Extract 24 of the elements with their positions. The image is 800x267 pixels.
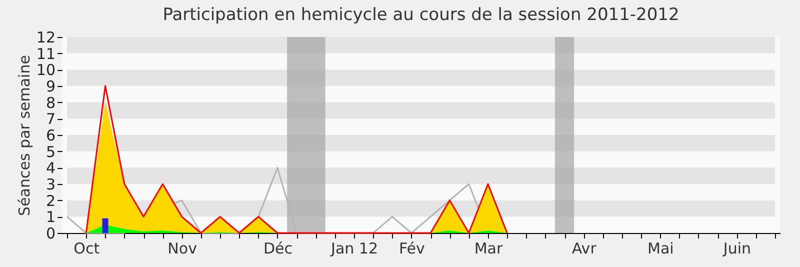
x-tick-label: Mai — [648, 240, 674, 258]
y-tick-label: 1 — [46, 208, 56, 226]
y-tick-label: 6 — [46, 126, 56, 144]
y-tick-label: 7 — [46, 110, 56, 128]
y-tick-label: 2 — [46, 192, 56, 210]
y-tick-label: 8 — [46, 94, 56, 112]
x-tick-label: Avr — [572, 240, 598, 258]
chart-title: Participation en hemicycle au cours de la session 2011-2012 — [162, 5, 680, 25]
y-tick-label: 4 — [46, 159, 56, 178]
y-tick-label: 12 — [36, 28, 56, 46]
x-tick-label: Jan 12 — [330, 240, 378, 258]
y-tick-label: 11 — [36, 44, 56, 63]
y-tick-label: 5 — [46, 142, 56, 161]
x-tick-label: Mar — [474, 240, 504, 258]
y-tick-label: 3 — [46, 176, 56, 194]
y-tick-label: 10 — [36, 61, 56, 80]
x-tick-label: Juin — [722, 240, 752, 258]
x-tick-label: Oct — [74, 240, 100, 258]
x-tick-label: Fév — [398, 240, 426, 258]
y-tick-label: 0 — [46, 224, 56, 242]
x-tick-label: Déc — [263, 240, 292, 258]
y-axis-title: Séances par semaine — [15, 55, 34, 216]
x-tick-label: Nov — [168, 240, 198, 258]
y-tick-label: 9 — [46, 78, 56, 96]
